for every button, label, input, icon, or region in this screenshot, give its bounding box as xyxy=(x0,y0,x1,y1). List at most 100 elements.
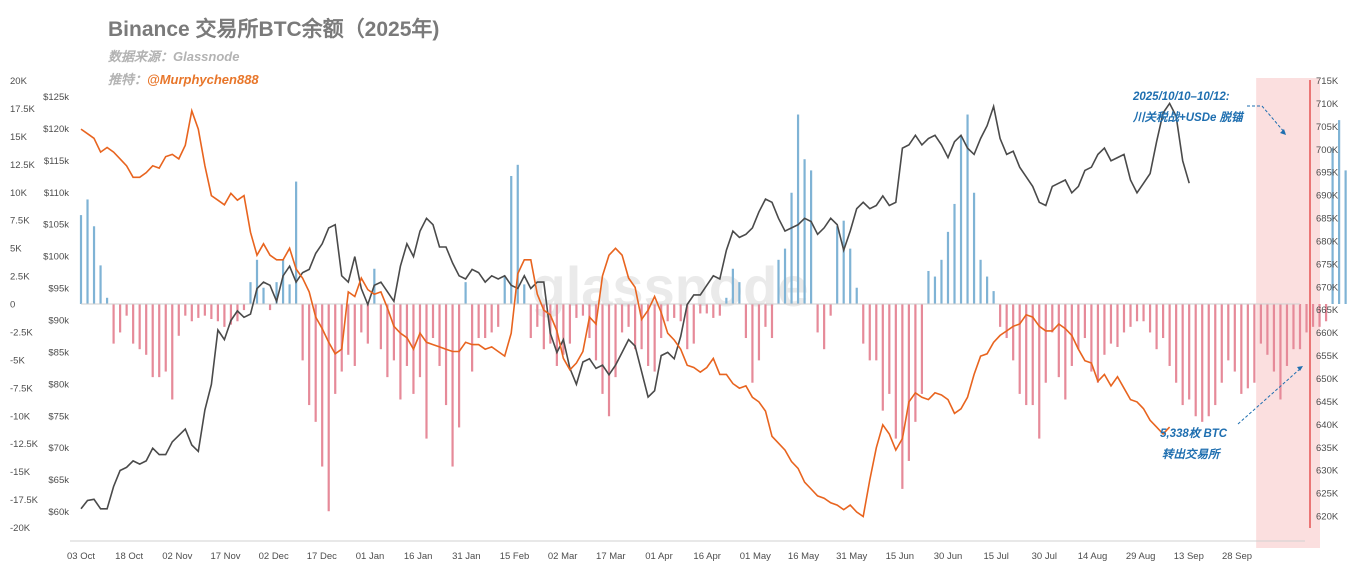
recommend-line: 推特：@Murphychen888 xyxy=(108,69,259,88)
price-axis-tick: $85k xyxy=(48,347,69,358)
left-axis-tick: 0 xyxy=(10,300,15,311)
price-axis-tick: $65k xyxy=(48,475,69,486)
x-axis-tick: 02 Nov xyxy=(162,551,192,562)
net-change-bar xyxy=(725,297,728,304)
net-change-bar xyxy=(999,304,1002,327)
left-axis-tick: 20K xyxy=(10,76,28,87)
x-axis-tick: 15 Jul xyxy=(983,551,1008,562)
net-change-bar xyxy=(438,304,441,366)
net-change-bar xyxy=(145,304,148,355)
net-change-bar xyxy=(151,304,154,378)
net-change-bar xyxy=(418,304,422,378)
right-axis-tick: 705K xyxy=(1316,122,1339,133)
net-change-bar xyxy=(471,304,474,372)
net-change-bar xyxy=(119,304,122,333)
x-axis-tick: 18 Oct xyxy=(115,551,143,562)
net-change-bar xyxy=(594,304,598,361)
net-change-bar xyxy=(86,199,89,304)
left-axis-tick: -7.5K xyxy=(10,383,33,394)
net-change-bar xyxy=(327,304,330,512)
x-axis-tick: 30 Jun xyxy=(934,551,963,562)
left-axis-tick: 15K xyxy=(10,132,28,143)
net-change-bar xyxy=(132,304,135,344)
net-change-bar xyxy=(477,304,480,339)
chart-title: Binance 交易所BTC余额（2025年) xyxy=(108,18,440,41)
right-axis-tick: 630K xyxy=(1316,466,1339,477)
net-change-bar xyxy=(1214,304,1217,406)
x-axis-tick: 15 Jun xyxy=(886,551,915,562)
net-change-bar xyxy=(1148,304,1152,333)
right-axis-tick: 635K xyxy=(1316,443,1339,454)
net-change-bar xyxy=(1292,304,1295,350)
net-change-bar xyxy=(223,304,226,327)
net-change-bar xyxy=(1129,304,1132,327)
x-axis-tick: 02 Mar xyxy=(548,551,578,562)
net-change-bar xyxy=(177,304,180,336)
net-change-bar xyxy=(1051,304,1054,333)
right-axis-tick: 640K xyxy=(1316,420,1339,431)
net-change-bar xyxy=(464,282,467,304)
net-change-bar xyxy=(581,304,585,316)
x-axis-tick: 17 Dec xyxy=(307,551,337,562)
event-annotation-line1: 2025/10/10–10/12: xyxy=(1132,91,1230,103)
net-change-bar xyxy=(803,159,806,304)
arrow-head xyxy=(1280,129,1286,135)
price-axis-tick: $90k xyxy=(48,315,69,326)
left-axis-tick: -12.5K xyxy=(10,439,39,450)
net-change-bar xyxy=(295,181,298,304)
net-change-bar xyxy=(555,304,558,366)
left-axis-tick: 7.5K xyxy=(10,216,30,227)
net-change-bar xyxy=(301,304,304,361)
x-axis-tick: 16 Jan xyxy=(404,551,433,562)
x-axis-tick: 01 Apr xyxy=(645,551,672,562)
net-change-bar xyxy=(718,304,721,316)
right-axis-tick: 660K xyxy=(1316,328,1339,339)
net-change-bar xyxy=(216,304,219,322)
net-change-bar xyxy=(614,304,617,378)
net-change-bar xyxy=(809,170,813,304)
net-change-bar xyxy=(836,226,839,304)
net-change-bar xyxy=(868,304,871,361)
net-change-bar xyxy=(686,304,689,350)
right-axis-tick: 700K xyxy=(1316,145,1339,156)
net-change-bar xyxy=(249,282,252,304)
net-change-bar xyxy=(268,304,272,311)
x-axis-tick: 15 Feb xyxy=(500,551,530,562)
net-change-bar xyxy=(1201,304,1204,422)
recommend-prefix: 推特： xyxy=(108,72,148,87)
price-axis-tick: $80k xyxy=(48,379,69,390)
left-axis-tick: -10K xyxy=(10,411,31,422)
left-axis-tick: 2.5K xyxy=(10,272,30,283)
net-change-bar xyxy=(1253,304,1256,383)
net-change-bar xyxy=(777,259,780,304)
net-change-bar xyxy=(523,284,526,304)
net-change-bar xyxy=(549,304,552,344)
net-change-bar xyxy=(353,304,356,366)
net-change-bar xyxy=(953,203,956,304)
outflow-arrow xyxy=(1237,367,1302,425)
net-change-bar xyxy=(1031,304,1034,406)
net-change-bar xyxy=(601,304,604,394)
price-axis-tick: $100k xyxy=(43,252,69,263)
net-change-bar xyxy=(516,164,519,304)
x-axis-tick: 01 Jan xyxy=(356,551,385,562)
twitter-handle[interactable]: @Murphychen888 xyxy=(147,72,259,87)
right-axis-tick: 655K xyxy=(1316,351,1339,362)
outflow-annotation-line1: 5,338枚 BTC xyxy=(1160,427,1228,440)
net-change-bar xyxy=(627,304,630,327)
net-change-bar xyxy=(842,220,845,304)
x-axis-tick: 30 Jul xyxy=(1032,551,1057,562)
net-change-bar xyxy=(620,304,624,333)
net-change-bar xyxy=(901,304,904,489)
x-axis-tick: 29 Aug xyxy=(1126,551,1156,562)
net-change-bar xyxy=(875,304,878,361)
net-change-bar xyxy=(986,276,989,304)
price-axis-tick: $110k xyxy=(44,188,69,199)
net-change-bar xyxy=(959,136,963,304)
net-change-bar xyxy=(731,268,734,304)
net-change-bar xyxy=(1220,304,1223,383)
net-change-bar xyxy=(164,304,167,372)
net-change-bar xyxy=(288,284,291,304)
net-change-bar xyxy=(744,304,748,339)
